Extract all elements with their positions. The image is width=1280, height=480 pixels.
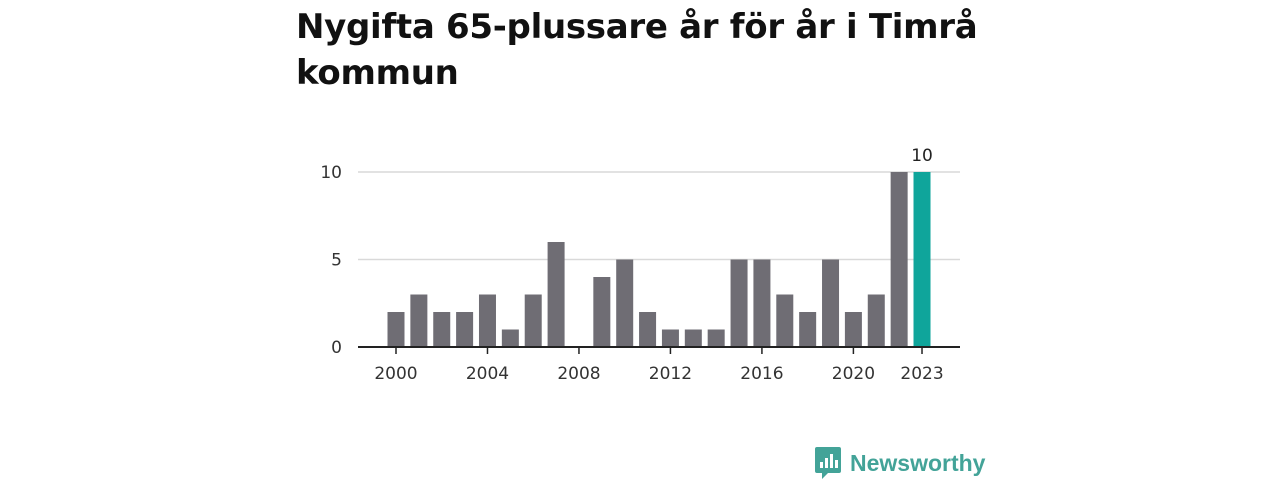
x-tick-label: 2016 — [740, 364, 783, 384]
bar-highlight — [913, 172, 931, 347]
bar — [684, 329, 702, 347]
newsworthy-logo-icon — [815, 447, 841, 479]
bar — [890, 172, 908, 347]
bar — [524, 294, 542, 347]
bar — [661, 329, 679, 347]
bar — [707, 329, 725, 347]
bar — [799, 312, 817, 347]
bar — [616, 259, 634, 347]
bar — [844, 312, 862, 347]
bar — [776, 294, 794, 347]
x-tick-label: 2012 — [649, 364, 692, 384]
brand-name: Newsworthy — [850, 449, 986, 476]
bar — [387, 312, 405, 347]
y-tick-label: 5 — [331, 251, 342, 271]
bar-value-label: 10 — [911, 146, 933, 166]
bar — [593, 277, 611, 347]
bar — [501, 329, 519, 347]
bar — [410, 294, 428, 347]
x-tick-label: 2000 — [374, 364, 417, 384]
y-tick-label: 10 — [320, 163, 342, 183]
bar — [456, 312, 474, 347]
bar — [867, 294, 885, 347]
bar — [753, 259, 771, 347]
x-tick-label: 2008 — [557, 364, 600, 384]
bar — [822, 259, 840, 347]
bar — [433, 312, 451, 347]
x-tick-label: 2020 — [832, 364, 875, 384]
y-tick-label: 0 — [331, 338, 342, 358]
chart-title: Nygifta 65-plussare år för år i Timrå ko… — [296, 7, 978, 93]
bar — [639, 312, 657, 347]
newsworthy-brand: Newsworthy — [814, 446, 985, 480]
bar — [478, 294, 496, 347]
bar — [547, 242, 565, 347]
x-tick-label: 2004 — [466, 364, 509, 384]
x-tick-label: 2023 — [900, 364, 943, 384]
bar — [730, 259, 748, 347]
